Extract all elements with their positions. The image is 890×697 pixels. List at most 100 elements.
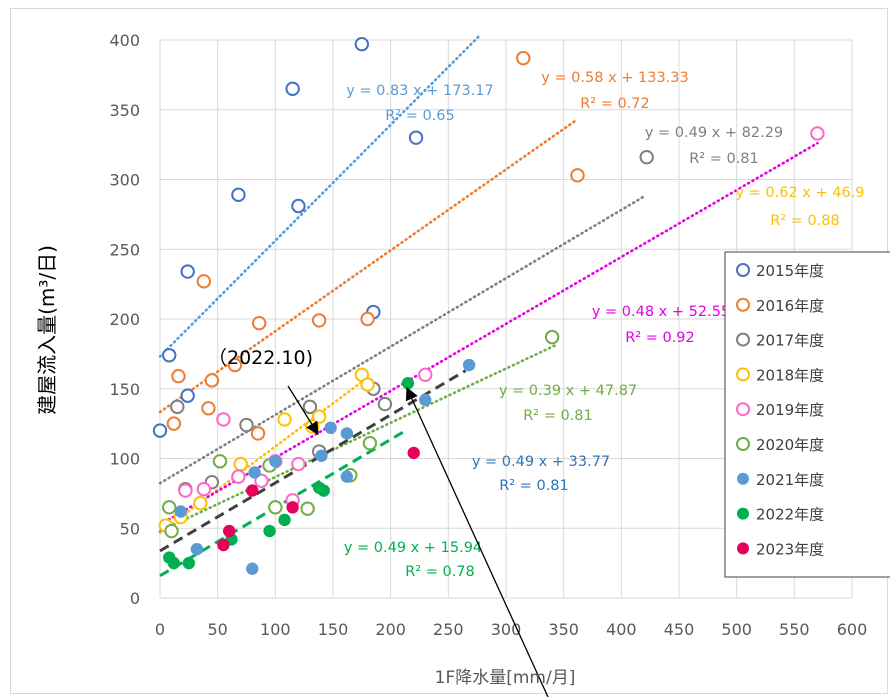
trend-equation: y = 0.48 x + 52.55 bbox=[592, 304, 730, 320]
data-point bbox=[180, 264, 195, 279]
r-squared: R² = 0.65 bbox=[385, 108, 455, 124]
data-point bbox=[408, 130, 424, 145]
legend-marker bbox=[736, 332, 750, 347]
data-point bbox=[231, 469, 246, 484]
data-point bbox=[190, 542, 204, 556]
data-point bbox=[311, 313, 327, 328]
data-point bbox=[196, 274, 212, 289]
data-point bbox=[254, 473, 269, 489]
trendline bbox=[158, 342, 560, 533]
data-point bbox=[251, 315, 267, 331]
data-point bbox=[246, 562, 259, 575]
data-point bbox=[217, 538, 230, 552]
data-point bbox=[248, 466, 261, 479]
data-point bbox=[182, 556, 196, 570]
data-point bbox=[362, 435, 378, 451]
data-point bbox=[315, 449, 328, 462]
x-tick-label: 500 bbox=[721, 620, 752, 639]
data-point bbox=[152, 423, 168, 438]
x-tick-label: 150 bbox=[318, 620, 349, 639]
grid-lines bbox=[159, 39, 853, 599]
data-point bbox=[360, 377, 375, 392]
legend-marker bbox=[737, 507, 749, 520]
data-point bbox=[340, 470, 354, 483]
data-point bbox=[162, 500, 177, 515]
data-point bbox=[269, 455, 282, 468]
r-squared: R² = 0.78 bbox=[405, 564, 475, 580]
x-tick-label: 100 bbox=[260, 620, 291, 639]
data-point bbox=[223, 524, 236, 538]
y-tick-label: 50 bbox=[120, 519, 140, 538]
y-tick-label: 100 bbox=[109, 450, 140, 469]
trend-equation: y = 0.39 x + 47.87 bbox=[499, 383, 637, 399]
trend-equation: y = 0.49 x + 82.29 bbox=[645, 125, 783, 141]
legend-box bbox=[724, 251, 890, 578]
data-point bbox=[516, 50, 531, 66]
y-tick-label: 250 bbox=[109, 240, 140, 259]
legend-marker bbox=[736, 367, 750, 382]
data-point bbox=[360, 311, 375, 327]
data-point bbox=[285, 81, 300, 97]
data-point bbox=[233, 456, 248, 472]
data-point bbox=[277, 412, 292, 427]
data-point bbox=[639, 149, 654, 165]
data-point bbox=[178, 483, 193, 498]
data-point bbox=[278, 513, 291, 527]
legend-label: 2020年度 bbox=[756, 436, 824, 454]
data-point bbox=[324, 421, 337, 435]
data-point bbox=[216, 412, 231, 427]
x-tick-label: 550 bbox=[779, 620, 810, 639]
data-point bbox=[193, 495, 208, 511]
legend-label: 2017年度 bbox=[756, 332, 824, 350]
data-point bbox=[462, 358, 476, 372]
data-point bbox=[810, 126, 825, 141]
x-tick-label: 50 bbox=[207, 620, 227, 639]
data-point bbox=[180, 388, 195, 403]
data-point bbox=[171, 368, 186, 384]
legend-label: 2015年度 bbox=[756, 262, 824, 280]
data-point bbox=[377, 396, 393, 412]
y-tick-label: 400 bbox=[109, 31, 140, 50]
trend-equations: y = 0.83 x + 173.17 R² = 0.65 y = 0.58 x +… bbox=[344, 70, 865, 580]
trend-equation: y = 0.58 x + 133.33 bbox=[541, 70, 689, 86]
legend-label: 2019年度 bbox=[756, 401, 824, 419]
legend-label: 2016年度 bbox=[756, 297, 824, 315]
data-point bbox=[291, 456, 306, 472]
data-point bbox=[419, 393, 432, 407]
legend-label: 2023年度 bbox=[756, 540, 824, 558]
data-point bbox=[212, 454, 228, 469]
legend-marker bbox=[736, 437, 750, 451]
data-point bbox=[570, 168, 585, 183]
trend-equation: y = 0.62 x + 46.9 bbox=[735, 185, 864, 201]
r-squared: R² = 0.92 bbox=[625, 330, 695, 346]
r-squared: R² = 0.88 bbox=[770, 213, 840, 229]
data-point bbox=[167, 556, 181, 570]
legend-label: 2022年度 bbox=[756, 506, 824, 524]
legend: 2015年度 2016年度 2017年度 2018年度 2019年度 2020年度 2021… bbox=[724, 251, 890, 578]
trendline bbox=[158, 376, 369, 534]
data-point bbox=[196, 481, 212, 497]
data-point bbox=[311, 409, 327, 424]
y-tick-label: 200 bbox=[109, 310, 140, 329]
x-tick-label: 450 bbox=[664, 620, 695, 639]
x-tick-label: 300 bbox=[491, 620, 522, 639]
data-point bbox=[231, 187, 246, 203]
x-tick-label: 600 bbox=[837, 620, 868, 639]
legend-marker bbox=[737, 472, 749, 485]
r-squared: R² = 0.81 bbox=[523, 408, 593, 424]
trendline bbox=[158, 33, 482, 358]
x-axis-ticks: 0 50 100 150 200 250 300 350 400 450 500 550 600 bbox=[155, 620, 867, 639]
y-tick-label: 0 bbox=[130, 589, 140, 608]
data-point bbox=[407, 446, 420, 460]
data-point bbox=[401, 376, 415, 390]
x-tick-label: 200 bbox=[375, 620, 406, 639]
r-squared: R² = 0.81 bbox=[689, 151, 759, 167]
x-tick-label: 350 bbox=[548, 620, 579, 639]
data-point bbox=[418, 367, 433, 382]
data-point bbox=[166, 416, 182, 431]
data-point bbox=[170, 399, 185, 415]
trend-equation: y = 0.49 x + 15.94 bbox=[344, 540, 482, 556]
data-points bbox=[152, 36, 825, 575]
data-point bbox=[246, 484, 259, 497]
data-point bbox=[201, 401, 216, 416]
